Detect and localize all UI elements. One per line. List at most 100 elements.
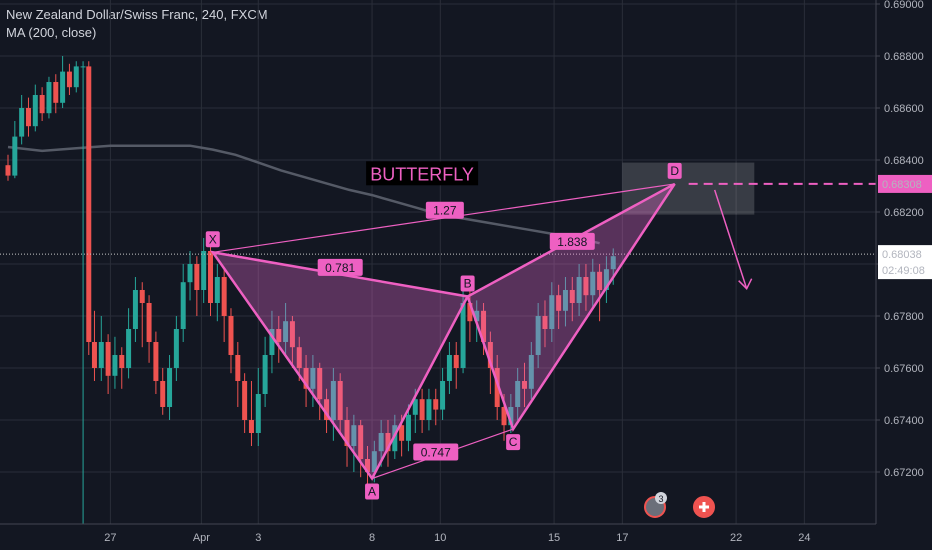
candle-body <box>590 271 596 296</box>
earnings-count: 3 <box>658 494 663 504</box>
moving-average <box>7 144 600 245</box>
time-axis[interactable]: 27 Apr 3 8 10 15 17 22 24 <box>0 523 876 550</box>
candle-body <box>46 82 52 114</box>
candle-body <box>310 368 316 389</box>
ma-line <box>7 144 600 245</box>
ratio-box <box>425 201 464 219</box>
ratio-box <box>413 443 459 461</box>
candle-body <box>556 295 562 311</box>
bar-countdown: 02:49:08 <box>882 265 925 277</box>
candle-body <box>535 316 541 355</box>
candle-body <box>549 295 555 329</box>
candle-body <box>167 368 173 407</box>
candle-body <box>73 66 79 88</box>
ratio-label[interactable]: 1.27 <box>433 204 457 218</box>
time-tick-label: 24 <box>798 532 810 544</box>
projection-arrow <box>713 189 748 289</box>
candle-body <box>80 66 86 68</box>
current-price-value[interactable]: 0.68038 <box>882 249 922 261</box>
candle-body <box>385 433 391 452</box>
price-axis[interactable]: 0.69000 0.68800 0.68600 0.68400 0.68200 0.680… <box>875 0 932 550</box>
time-tick-label: Apr <box>193 532 210 544</box>
candle-body <box>365 459 371 472</box>
candle-body <box>153 342 159 381</box>
time-axis-bg <box>0 524 876 550</box>
candle-body <box>433 399 439 410</box>
butterfly-pattern[interactable]: X A B C D 1.27 0.781 1.838 0.747 BUTTERFLY <box>205 161 876 500</box>
point-label-d[interactable]: D <box>670 164 679 178</box>
candle-body <box>412 399 418 415</box>
candle-body <box>60 71 66 103</box>
candle-body <box>242 381 248 420</box>
candle-body <box>344 420 350 446</box>
candle-body <box>132 290 138 329</box>
current-price-tag <box>878 245 932 280</box>
point-label-box <box>205 231 220 248</box>
time-tick-label: 10 <box>434 532 446 544</box>
candle-body <box>528 355 534 389</box>
candle-body <box>399 425 405 441</box>
candle-body <box>576 277 582 303</box>
price-tick-label: 0.67600 <box>884 363 924 375</box>
candle-body <box>146 303 152 342</box>
candle-body <box>521 381 527 389</box>
candle-body <box>569 290 575 303</box>
point-label-box <box>667 162 682 179</box>
candle-body <box>597 271 603 290</box>
candle-body <box>126 329 132 368</box>
pattern-name[interactable]: BUTTERFLY <box>370 164 474 184</box>
ratio-label[interactable]: 0.747 <box>421 446 451 460</box>
candle-body <box>419 399 425 420</box>
candle-body <box>235 355 241 381</box>
grid-lines <box>0 0 876 524</box>
candle-body <box>330 381 336 420</box>
candle-body <box>562 290 568 311</box>
indicator-label[interactable]: MA (200, close) <box>6 25 97 40</box>
candle-body <box>19 108 25 137</box>
pattern-name-box <box>366 161 479 186</box>
price-tick-label: 0.68200 <box>884 207 924 219</box>
event-markers[interactable]: 3 <box>644 492 715 518</box>
candle-body <box>105 342 111 376</box>
candle-body <box>39 95 45 114</box>
candle-body <box>487 342 493 368</box>
time-tick-label: 17 <box>616 532 628 544</box>
candle-body <box>474 310 480 322</box>
price-tick-label: 0.68400 <box>884 155 924 167</box>
candle-body <box>494 368 500 407</box>
candle-body <box>324 399 330 420</box>
price-tick-label: 0.67400 <box>884 415 924 427</box>
candle-body <box>139 290 145 303</box>
candle-body <box>542 316 548 329</box>
candle-body <box>583 277 589 296</box>
candle-body <box>446 355 452 381</box>
time-tick-label: 22 <box>730 532 742 544</box>
candle-body <box>289 321 295 348</box>
candle-body <box>119 355 125 368</box>
candle-body <box>303 368 309 389</box>
point-label-c[interactable]: C <box>509 435 518 449</box>
candle-body <box>214 277 220 303</box>
candle-body <box>255 394 261 433</box>
candle-body <box>392 425 398 452</box>
ratio-label[interactable]: 1.838 <box>557 235 587 249</box>
candle-body <box>112 355 118 376</box>
target-price-value[interactable]: 0.68308 <box>882 179 922 191</box>
candle-body <box>440 381 446 410</box>
ratio-box <box>317 258 363 276</box>
candle-body <box>481 310 487 342</box>
candle-body <box>208 251 214 303</box>
candle-body <box>467 303 473 322</box>
point-label-a[interactable]: A <box>368 485 376 499</box>
candle-body <box>426 399 432 420</box>
price-tick-label: 0.67200 <box>884 467 924 479</box>
ratio-label[interactable]: 0.781 <box>325 261 355 275</box>
symbol-title[interactable]: New Zealand Dollar/Swiss Franc, 240, FXC… <box>6 7 268 22</box>
point-label-x[interactable]: X <box>209 232 217 246</box>
candle-body <box>603 269 609 290</box>
point-label-box <box>365 483 380 500</box>
target-price-tag <box>878 174 932 193</box>
point-label-b[interactable]: B <box>464 277 472 291</box>
candle-body <box>351 425 357 446</box>
